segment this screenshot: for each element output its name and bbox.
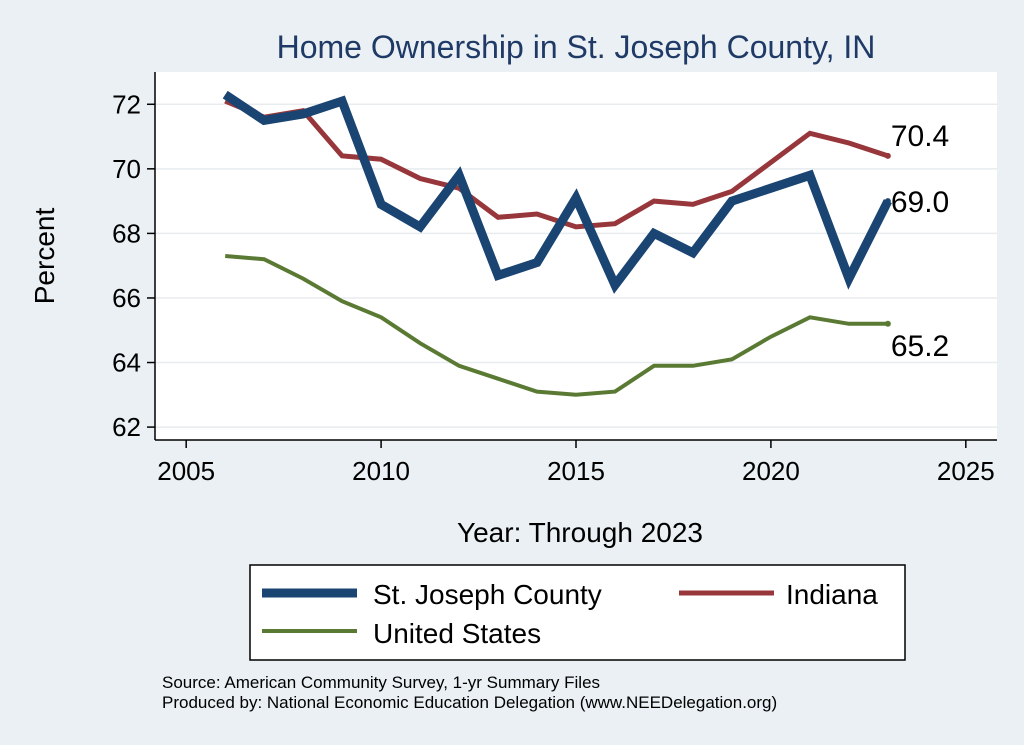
x-tick-label: 2010	[352, 456, 410, 486]
legend-label-united-states: United States	[373, 618, 541, 649]
end-marker-indiana	[885, 153, 891, 159]
y-tick-label: 64	[112, 348, 141, 378]
x-tick-label: 2025	[937, 456, 995, 486]
legend-label-indiana: Indiana	[786, 579, 878, 610]
x-axis-title: Year: Through 2023	[457, 517, 703, 548]
y-tick-label: 70	[112, 154, 141, 184]
chart: Home Ownership in St. Joseph County, IN …	[0, 0, 1024, 745]
legend-label-st-joseph-county: St. Joseph County	[373, 579, 602, 610]
end-label-indiana: 70.4	[891, 120, 949, 153]
producer-note: Produced by: National Economic Education…	[162, 693, 777, 712]
x-tick-label: 2015	[547, 456, 605, 486]
source-note: Source: American Community Survey, 1-yr …	[162, 673, 600, 692]
end-marker-united-states	[885, 321, 891, 327]
end-label-st-joseph-county: 69.0	[891, 186, 949, 219]
plot-area	[155, 72, 997, 440]
legend: St. Joseph County Indiana United States	[250, 565, 905, 660]
x-tick-label: 2020	[742, 456, 800, 486]
y-tick-label: 68	[112, 218, 141, 248]
y-axis-title: Percent	[29, 208, 60, 305]
line-chart-svg: Home Ownership in St. Joseph County, IN …	[0, 0, 1024, 745]
y-tick-label: 72	[112, 89, 141, 119]
end-label-united-states: 65.2	[891, 330, 949, 363]
x-tick-label: 2005	[157, 456, 215, 486]
y-tick-label: 62	[112, 412, 141, 442]
chart-title: Home Ownership in St. Joseph County, IN	[277, 29, 876, 65]
y-tick-label: 66	[112, 283, 141, 313]
